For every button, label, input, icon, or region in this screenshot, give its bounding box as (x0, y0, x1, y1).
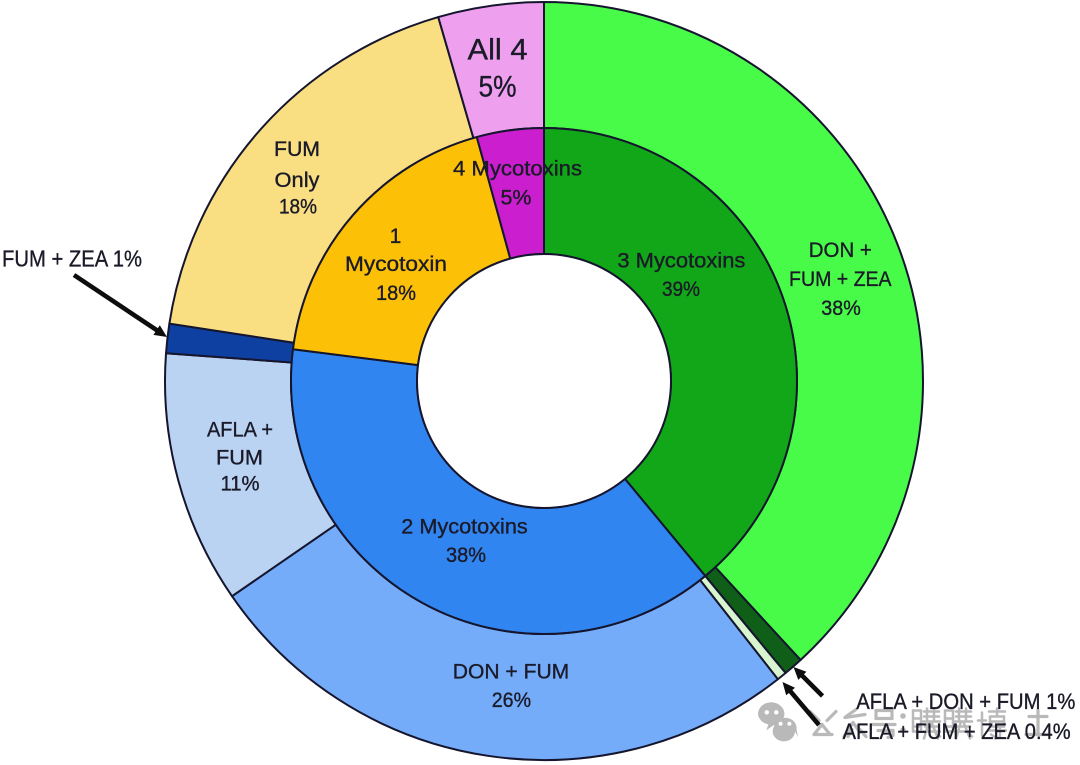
svg-text:5%: 5% (501, 187, 532, 210)
svg-text:FUM: FUM (216, 447, 263, 470)
svg-text:5%: 5% (479, 71, 517, 104)
svg-text:All 4: All 4 (468, 34, 528, 67)
svg-text:18%: 18% (279, 196, 317, 219)
svg-text:DON + FUM: DON + FUM (453, 661, 570, 684)
svg-text:AFLA +: AFLA + (207, 418, 273, 441)
svg-text:1: 1 (390, 225, 402, 248)
svg-text:DON +: DON + (809, 239, 872, 262)
svg-text:39%: 39% (662, 278, 700, 301)
svg-text:26%: 26% (492, 689, 531, 712)
svg-text:4 Mycotoxins: 4 Mycotoxins (453, 157, 582, 180)
svg-text:3 Mycotoxins: 3 Mycotoxins (617, 250, 745, 273)
svg-text:18%: 18% (376, 282, 416, 305)
svg-text:2 Mycotoxins: 2 Mycotoxins (401, 516, 528, 539)
svg-text:38%: 38% (446, 544, 486, 567)
svg-text:Only: Only (275, 169, 321, 192)
svg-text:11%: 11% (221, 473, 260, 496)
svg-text:Mycotoxin: Mycotoxin (345, 253, 447, 276)
svg-text:FUM + ZEA: FUM + ZEA (789, 268, 892, 291)
svg-text:FUM + ZEA 1%: FUM + ZEA 1% (2, 246, 142, 272)
svg-text:FUM: FUM (274, 138, 320, 161)
svg-text:38%: 38% (821, 297, 861, 320)
svg-text:AFLA + DON + FUM 1%: AFLA + DON + FUM 1% (856, 689, 1075, 714)
svg-text:AFLA + FUM + ZEA 0.4%: AFLA + FUM + ZEA 0.4% (843, 719, 1071, 744)
